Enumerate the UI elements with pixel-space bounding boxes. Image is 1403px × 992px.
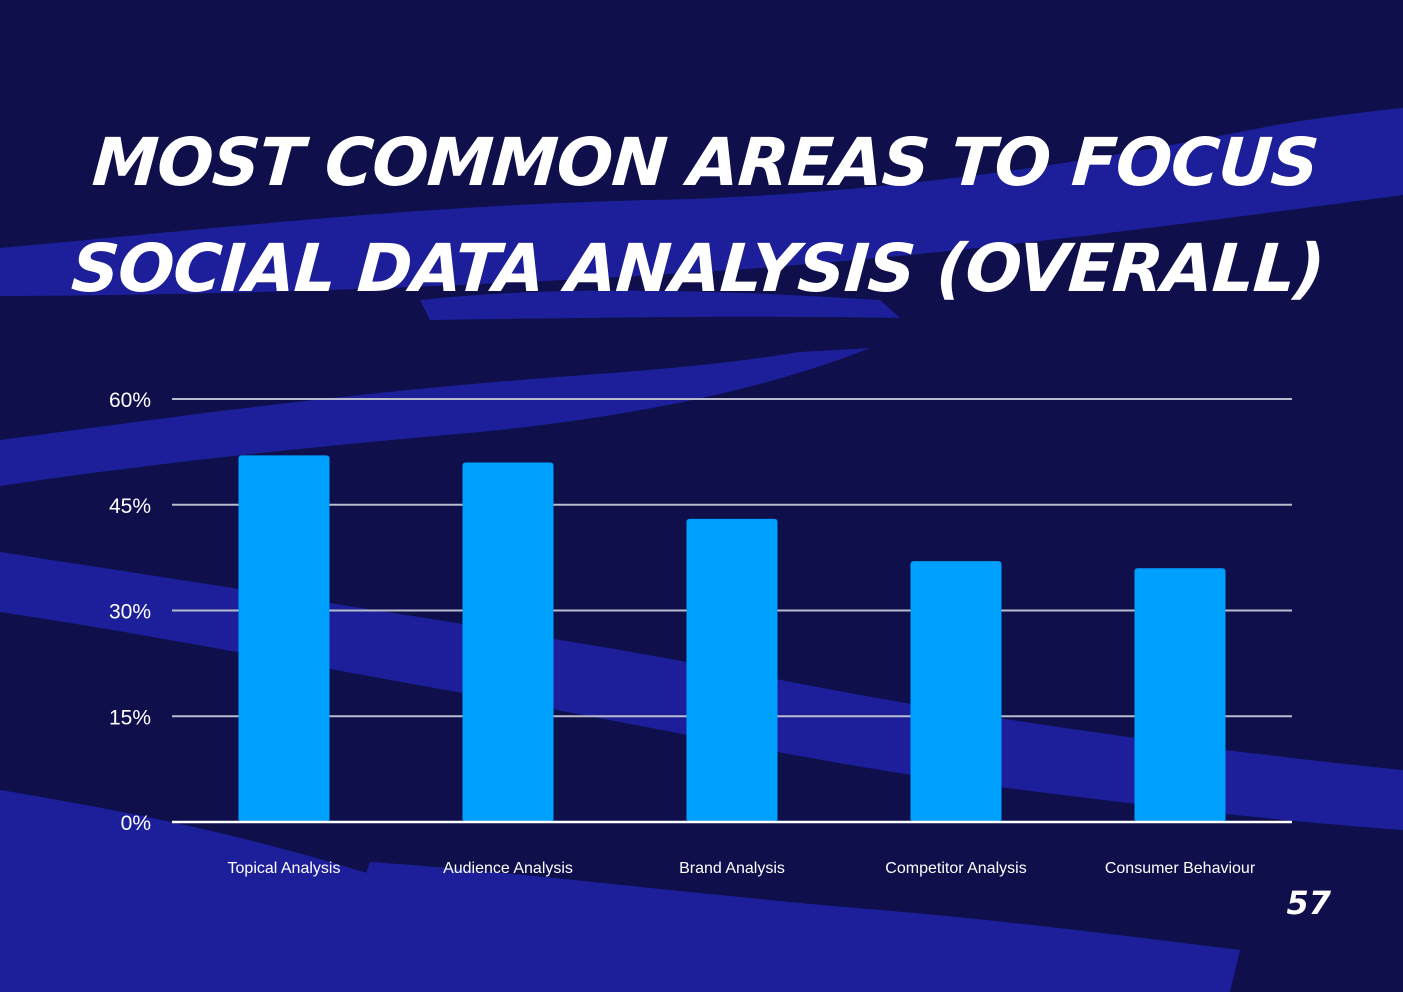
y-axis-ticks: 0% 15% 30% 45% 60%	[109, 389, 151, 835]
y-tick-label: 30%	[109, 601, 151, 624]
x-axis-labels: Topical Analysis Audience Analysis Brand A…	[228, 860, 1256, 877]
y-tick-label: 60%	[109, 389, 151, 412]
x-tick-label: Audience Analysis	[443, 860, 573, 877]
x-tick-label: Brand Analysis	[679, 860, 785, 877]
y-tick-label: 0%	[121, 812, 151, 835]
bar	[910, 561, 1002, 822]
page-number: 57	[1286, 884, 1331, 922]
x-tick-label: Consumer Behaviour	[1105, 860, 1256, 877]
x-tick-label: Competitor Analysis	[885, 860, 1026, 877]
bar	[686, 518, 778, 822]
bar	[1134, 568, 1226, 822]
bars	[238, 455, 1226, 822]
y-tick-label: 45%	[109, 495, 151, 518]
y-tick-label: 15%	[109, 706, 151, 729]
x-tick-label: Topical Analysis	[228, 860, 341, 877]
bar	[462, 462, 554, 822]
bar	[238, 455, 330, 822]
